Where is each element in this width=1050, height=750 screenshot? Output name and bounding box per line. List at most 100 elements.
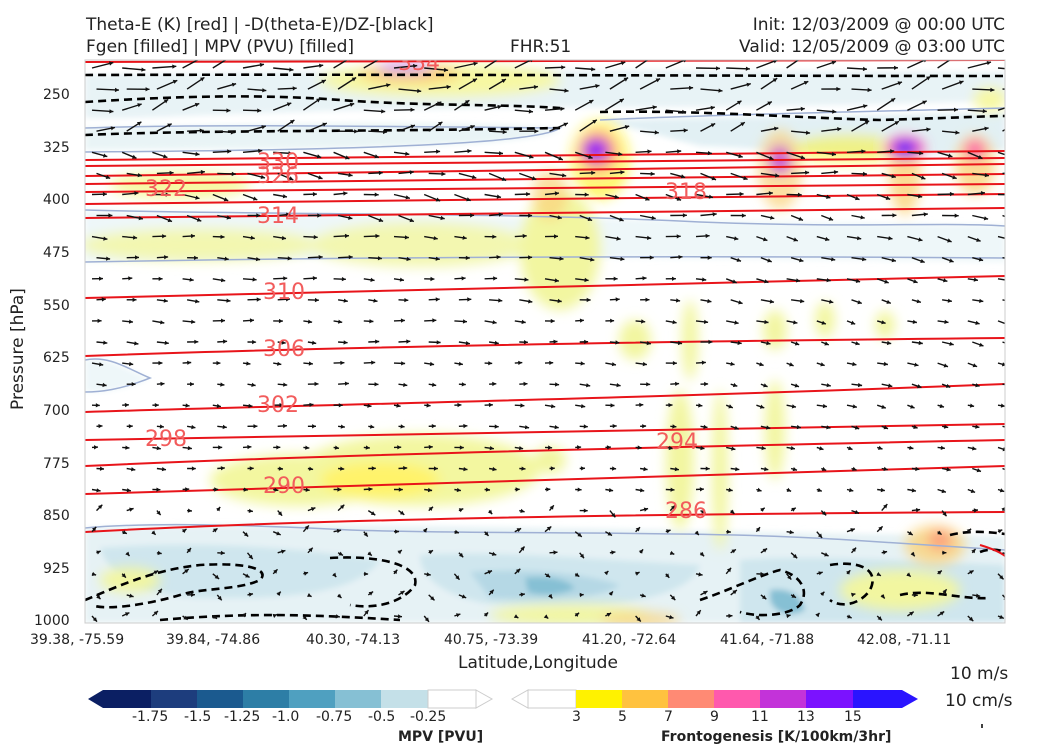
wind-vector-head bbox=[163, 99, 169, 104]
wind-vector-head bbox=[546, 487, 551, 492]
init-time: Init: 12/03/2009 @ 00:00 UTC bbox=[752, 15, 1005, 35]
wind-vector-head bbox=[365, 445, 370, 450]
wind-vector-head bbox=[911, 488, 916, 493]
wind-vector-head bbox=[966, 528, 972, 533]
wind-vector-head bbox=[367, 403, 372, 408]
wind-vector-head bbox=[553, 339, 558, 344]
wind-vector-head bbox=[819, 446, 824, 451]
wind-vector-head bbox=[952, 175, 957, 180]
wind-vector-head bbox=[463, 467, 468, 472]
wind-vector-head bbox=[763, 383, 768, 388]
wind-vector-head bbox=[1006, 236, 1010, 240]
wind-vector-head bbox=[580, 466, 585, 471]
mpv-tick-7: -0.25 bbox=[410, 709, 447, 725]
wind-vector-head bbox=[975, 320, 980, 325]
wind-vector-head bbox=[440, 215, 445, 221]
wind-vector-head bbox=[854, 510, 860, 514]
wind-vector-head bbox=[467, 149, 472, 154]
wind-vector-head bbox=[1019, 87, 1023, 91]
wind-vector-head bbox=[189, 277, 194, 282]
valid-time: Valid: 12/05/2009 @ 03:00 UTC bbox=[739, 37, 1005, 57]
scale-vertical: 10 cm/s bbox=[945, 691, 1013, 711]
wind-vector-head bbox=[746, 82, 751, 87]
wind-vector bbox=[1002, 467, 1005, 471]
wind-vector-head bbox=[318, 175, 323, 180]
wind-vector-head bbox=[579, 592, 584, 598]
wind-vector-head bbox=[405, 151, 410, 156]
wind-vector-head bbox=[279, 403, 284, 408]
wind-vector-head bbox=[954, 213, 959, 218]
wind-vector-head bbox=[588, 154, 593, 159]
fgen-swatch-3 bbox=[622, 690, 668, 708]
fgen-colorbar-left-arrow bbox=[510, 689, 529, 709]
wind-vector-head bbox=[496, 255, 501, 260]
wind-vector-head bbox=[493, 276, 498, 281]
wind-vector-head bbox=[770, 215, 775, 220]
wind-vector-head bbox=[670, 505, 676, 510]
wind-vector-head bbox=[740, 122, 745, 127]
wind-vector-head bbox=[94, 445, 98, 450]
wind-vector-head bbox=[864, 120, 870, 125]
wind-vector-head bbox=[156, 510, 161, 516]
wind-vector-head bbox=[680, 174, 686, 179]
wind-vector-head bbox=[677, 149, 682, 154]
wind-vector-head bbox=[132, 154, 137, 159]
wind-vector-head bbox=[643, 466, 648, 472]
wind-vector-head bbox=[699, 487, 704, 492]
wind-vector-head bbox=[186, 548, 191, 553]
wind-vector-head bbox=[375, 339, 380, 344]
contour-label-318: 318 bbox=[665, 180, 707, 205]
wind-vector-head bbox=[458, 361, 463, 366]
wind-vector-head bbox=[829, 299, 834, 304]
wind-vector-head bbox=[340, 360, 345, 365]
wind-vector-head bbox=[855, 278, 861, 283]
wind-vector-head bbox=[131, 467, 136, 472]
wind-vector-head bbox=[705, 233, 710, 239]
wind-vector-head bbox=[212, 614, 217, 619]
wind-vector-head bbox=[1010, 154, 1014, 158]
chart-title-line1: Theta-E (K) [red] | -D(theta-E)/DZ-[blac… bbox=[86, 15, 434, 35]
wind-vector-head bbox=[99, 362, 104, 367]
wind-vector-head bbox=[276, 445, 281, 450]
wind-vector-head bbox=[307, 319, 313, 324]
wind-vector-head bbox=[106, 256, 111, 261]
wind-vector-head bbox=[610, 403, 615, 408]
wind-vector-head bbox=[403, 382, 408, 387]
wind-vector-head bbox=[586, 383, 591, 388]
wind-vector-head bbox=[852, 361, 857, 367]
wind-vector-head bbox=[200, 77, 205, 82]
wind-vector-head bbox=[949, 341, 954, 346]
wind-vector-head bbox=[616, 383, 621, 388]
x-axis-label: Latitude,Longitude bbox=[458, 653, 618, 673]
wind-vector-head bbox=[796, 424, 801, 430]
y-tick-1000: 1000 bbox=[34, 613, 70, 629]
wind-vector-head bbox=[953, 55, 958, 59]
wind-vector-head bbox=[672, 276, 676, 281]
wind-vector-head bbox=[194, 255, 198, 260]
wind-vector-head bbox=[716, 66, 720, 71]
wind-vector-head bbox=[979, 298, 984, 303]
wind-vector-head bbox=[732, 279, 737, 284]
wind-vector-head bbox=[103, 236, 108, 241]
wind-vector-head bbox=[374, 192, 379, 197]
contour-label-310: 310 bbox=[263, 280, 305, 305]
wind-vector-head bbox=[515, 568, 521, 573]
x-tick-7: 42.08, -71.11 bbox=[857, 632, 952, 648]
wind-vector bbox=[997, 193, 1005, 196]
wind-vector-head bbox=[496, 194, 501, 199]
x-tick-5: 41.20, -72.64 bbox=[582, 632, 677, 648]
wind-vector-head bbox=[191, 424, 196, 430]
wind-vector-head bbox=[943, 278, 948, 283]
wind-vector-head bbox=[984, 173, 989, 178]
wind-vector-head bbox=[191, 466, 196, 471]
wind-vector-head bbox=[837, 127, 842, 132]
wind-vector-head bbox=[743, 176, 748, 181]
wind-vector-head bbox=[422, 528, 427, 533]
wind-vector-head bbox=[726, 529, 731, 534]
wind-vector-head bbox=[973, 508, 978, 513]
wind-vector-head bbox=[230, 130, 235, 135]
contour-label-286: 286 bbox=[665, 499, 707, 524]
wind-vector-head bbox=[636, 617, 641, 622]
fgen-tick-15: 15 bbox=[844, 709, 862, 725]
wind-vector-head bbox=[338, 551, 343, 556]
